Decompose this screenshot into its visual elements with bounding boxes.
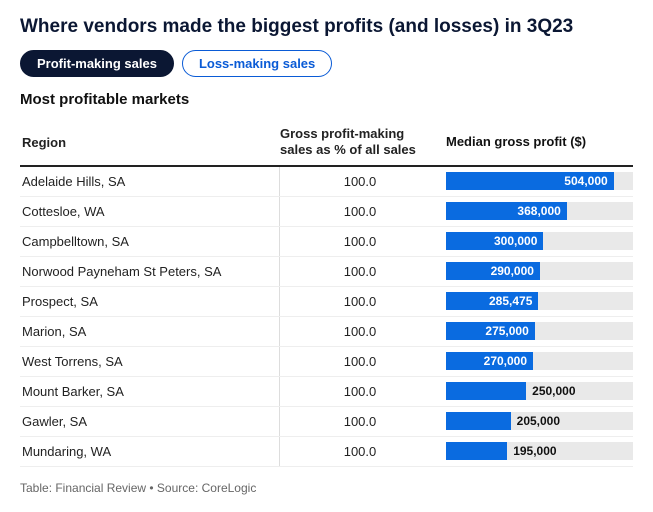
tab-group: Profit-making sales Loss-making sales xyxy=(20,50,633,77)
bar-label: 285,475 xyxy=(489,290,532,312)
table-row: Campbelltown, SA100.0 300,000 xyxy=(20,227,633,257)
cell-region: Norwood Payneham St Peters, SA xyxy=(20,257,280,286)
col-header-pct: Gross profit-making sales as % of all sa… xyxy=(280,126,440,159)
bar-fill xyxy=(446,382,526,400)
cell-region: Gawler, SA xyxy=(20,407,280,436)
cell-region: Prospect, SA xyxy=(20,287,280,316)
table-row: West Torrens, SA100.0 270,000 xyxy=(20,347,633,377)
bar-label: 195,000 xyxy=(513,440,556,462)
table-row: Marion, SA100.0 275,000 xyxy=(20,317,633,347)
table-row: Prospect, SA100.0 285,475 xyxy=(20,287,633,317)
cell-pct: 100.0 xyxy=(280,384,440,399)
cell-region: Marion, SA xyxy=(20,317,280,346)
bar-label: 300,000 xyxy=(494,230,537,252)
page-title: Where vendors made the biggest profits (… xyxy=(20,16,633,38)
table-header: Region Gross profit-making sales as % of… xyxy=(20,126,633,167)
cell-pct: 100.0 xyxy=(280,264,440,279)
cell-profit-bar: 285,475 xyxy=(440,290,633,312)
col-header-profit: Median gross profit ($) xyxy=(440,134,633,150)
table-row: Mundaring, WA100.0 195,000 xyxy=(20,437,633,467)
cell-pct: 100.0 xyxy=(280,204,440,219)
cell-pct: 100.0 xyxy=(280,414,440,429)
cell-region: Campbelltown, SA xyxy=(20,227,280,256)
cell-pct: 100.0 xyxy=(280,234,440,249)
cell-profit-bar: 504,000 xyxy=(440,170,633,192)
cell-profit-bar: 300,000 xyxy=(440,230,633,252)
bar-fill xyxy=(446,442,507,460)
bar-label: 290,000 xyxy=(491,260,534,282)
table-row: Gawler, SA100.0 205,000 xyxy=(20,407,633,437)
cell-pct: 100.0 xyxy=(280,324,440,339)
table-footer: Table: Financial Review • Source: CoreLo… xyxy=(20,481,633,495)
table-row: Adelaide Hills, SA100.0 504,000 xyxy=(20,167,633,197)
cell-region: Mundaring, WA xyxy=(20,437,280,466)
cell-region: Adelaide Hills, SA xyxy=(20,167,280,196)
bar-label: 275,000 xyxy=(485,320,528,342)
profit-table: Region Gross profit-making sales as % of… xyxy=(20,126,633,467)
table-row: Mount Barker, SA100.0 250,000 xyxy=(20,377,633,407)
cell-profit-bar: 368,000 xyxy=(440,200,633,222)
cell-region: Mount Barker, SA xyxy=(20,377,280,406)
bar-fill xyxy=(446,412,511,430)
cell-profit-bar: 195,000 xyxy=(440,440,633,462)
section-subtitle: Most profitable markets xyxy=(20,91,633,108)
bar-label: 205,000 xyxy=(517,410,560,432)
table-row: Cottesloe, WA100.0 368,000 xyxy=(20,197,633,227)
cell-pct: 100.0 xyxy=(280,444,440,459)
cell-profit-bar: 290,000 xyxy=(440,260,633,282)
bar-label: 250,000 xyxy=(532,380,575,402)
bar-label: 368,000 xyxy=(517,200,560,222)
cell-profit-bar: 270,000 xyxy=(440,350,633,372)
table-body: Adelaide Hills, SA100.0504,000Cottesloe,… xyxy=(20,167,633,467)
cell-region: West Torrens, SA xyxy=(20,347,280,376)
cell-profit-bar: 250,000 xyxy=(440,380,633,402)
bar-label: 270,000 xyxy=(484,350,527,372)
cell-pct: 100.0 xyxy=(280,354,440,369)
bar-label: 504,000 xyxy=(564,170,607,192)
col-header-region: Region xyxy=(20,126,280,159)
table-row: Norwood Payneham St Peters, SA100.0 290,0… xyxy=(20,257,633,287)
cell-pct: 100.0 xyxy=(280,174,440,189)
cell-pct: 100.0 xyxy=(280,294,440,309)
cell-profit-bar: 205,000 xyxy=(440,410,633,432)
tab-profit-making[interactable]: Profit-making sales xyxy=(20,50,174,77)
cell-region: Cottesloe, WA xyxy=(20,197,280,226)
tab-loss-making[interactable]: Loss-making sales xyxy=(182,50,332,77)
cell-profit-bar: 275,000 xyxy=(440,320,633,342)
